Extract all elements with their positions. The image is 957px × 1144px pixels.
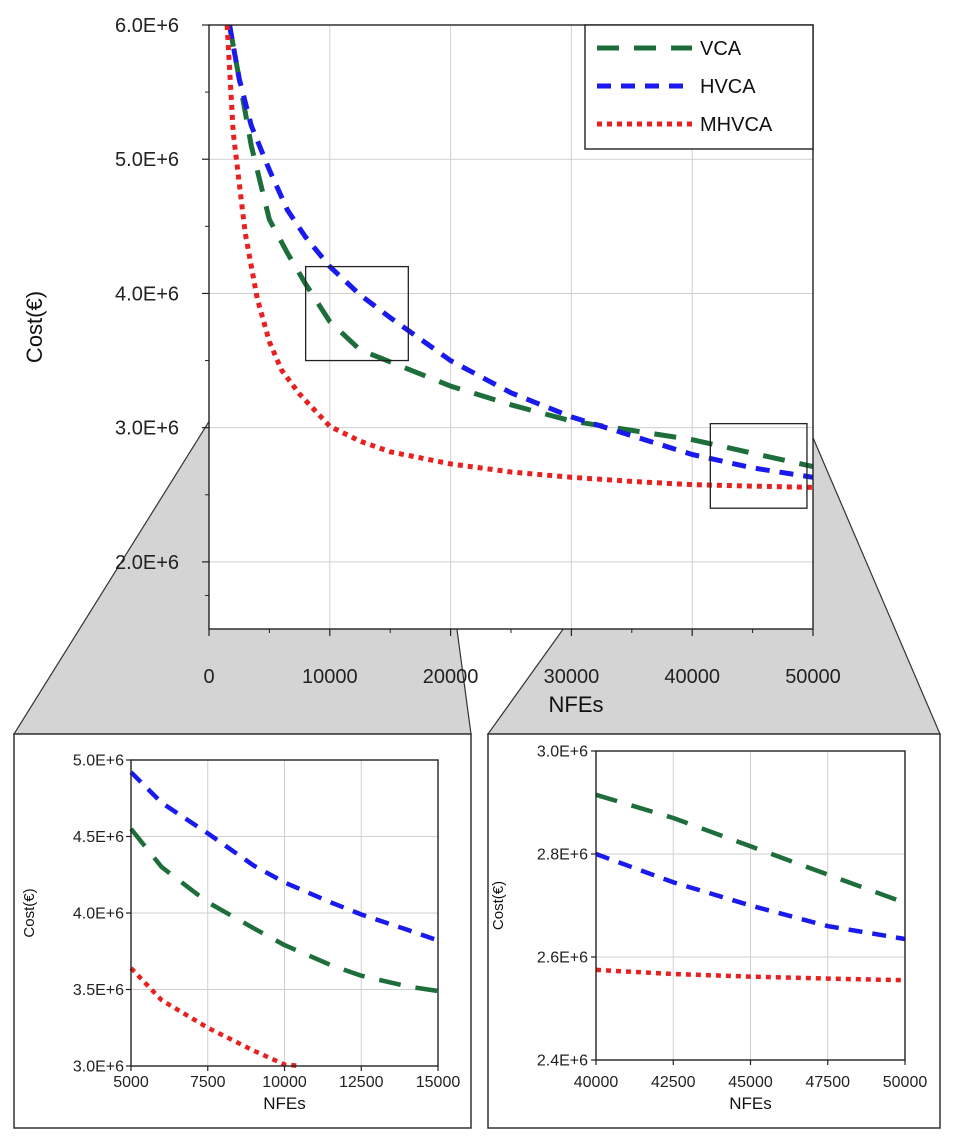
- legend-label-mhvca: MHVCA: [700, 114, 773, 136]
- y-axis-title: Cost(€): [21, 888, 38, 937]
- x-tick-label: 40000: [574, 1074, 619, 1091]
- x-tick-label: 45000: [728, 1074, 773, 1091]
- x-axis-title: NFEs: [549, 692, 604, 717]
- x-tick-label: 10000: [302, 666, 358, 688]
- series-line-mhvca: [129, 966, 301, 1069]
- zoom-region-right: [709, 422, 808, 509]
- x-tick-label: 12500: [339, 1074, 384, 1091]
- x-tick-label: 50000: [785, 666, 841, 688]
- legend-label-hvca: HVCA: [700, 76, 756, 98]
- x-tick-label: 7500: [190, 1074, 226, 1091]
- series-line-vca: [129, 827, 439, 994]
- y-tick-label: 5.0E+6: [73, 753, 124, 770]
- legend-box: [584, 24, 814, 150]
- legend: VCA HVCA MHVCA: [584, 24, 814, 150]
- x-tick-label: 47500: [806, 1074, 851, 1091]
- x-tick-label: 5000: [113, 1074, 149, 1091]
- series-line-mhvca: [595, 967, 906, 983]
- series-line-vca: [227, 24, 814, 470]
- x-tick-label: 50000: [883, 1074, 928, 1091]
- y-tick-label: 3.5E+6: [73, 982, 124, 999]
- y-tick-label: 3.0E+6: [73, 1059, 124, 1076]
- zoom-left-chart: 5000 7500 10000 12500 15000 3.0E+6 3.5E+6 4.0E+…: [21, 753, 460, 1113]
- zoom-right-chart: 40000 42500 45000 47500 50000 2.4E+6 2.6E+6 2.8…: [490, 744, 927, 1113]
- x-tick-label: 0: [203, 666, 214, 688]
- series-line-mhvca: [224, 24, 814, 490]
- x-axis-title: NFEs: [729, 1094, 772, 1113]
- y-tick-label: 4.0E+6: [73, 906, 124, 923]
- legend-label-vca: VCA: [700, 38, 742, 60]
- y-tick-label: 2.0E+6: [115, 552, 179, 574]
- y-tick-label: 4.5E+6: [73, 829, 124, 846]
- y-tick-label: 2.4E+6: [537, 1053, 588, 1070]
- series-line-hvca: [595, 851, 906, 942]
- x-tick-label: 20000: [423, 666, 479, 688]
- y-tick-label: 2.8E+6: [537, 847, 588, 864]
- y-tick-label: 2.6E+6: [537, 950, 588, 967]
- x-tick-label: 10000: [262, 1074, 307, 1091]
- x-tick-label: 40000: [664, 666, 720, 688]
- zoom-region-boxes: [304, 265, 808, 509]
- x-tick-label: 42500: [651, 1074, 696, 1091]
- y-axis-title: Cost(€): [22, 291, 47, 363]
- y-axis-title: Cost(€): [490, 881, 507, 930]
- x-axis-title: NFEs: [263, 1094, 306, 1113]
- y-tick-label: 5.0E+6: [115, 149, 179, 171]
- x-tick-label: 15000: [416, 1074, 461, 1091]
- zoom-region-left: [304, 265, 409, 362]
- y-tick-label: 3.0E+6: [115, 418, 179, 440]
- y-tick-label: 4.0E+6: [115, 283, 179, 305]
- series-line-hvca: [129, 770, 439, 943]
- series-line-hvca: [227, 24, 814, 480]
- series-line-vca: [595, 792, 906, 906]
- y-tick-label: 3.0E+6: [537, 744, 588, 761]
- x-tick-label: 30000: [544, 666, 600, 688]
- y-tick-label: 6.0E+6: [115, 15, 179, 37]
